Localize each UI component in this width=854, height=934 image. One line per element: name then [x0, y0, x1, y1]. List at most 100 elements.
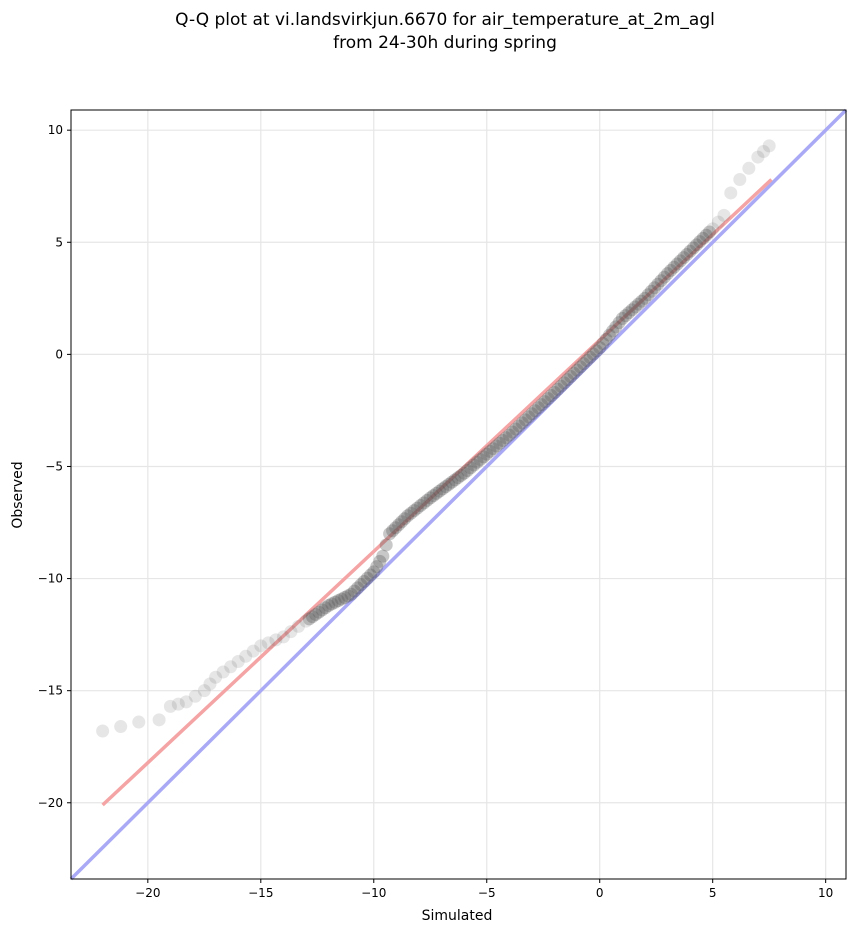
qq-point [631, 297, 645, 311]
qq-point [420, 493, 434, 507]
x-tick-label: 5 [709, 886, 717, 900]
qq-point [477, 450, 491, 464]
x-tick-label: 10 [818, 886, 833, 900]
qq-point [436, 482, 450, 496]
qq-point [638, 291, 652, 305]
qq-point [512, 419, 526, 433]
qq-point [696, 231, 710, 245]
y-tick-label: −15 [38, 684, 63, 698]
qq-point [583, 350, 597, 364]
qq-point [612, 316, 626, 330]
qq-point [470, 455, 484, 469]
qq-point [414, 499, 428, 513]
x-tick-label: −20 [135, 886, 160, 900]
y-axis-ticks: −20 −15 −10 −5 0 5 10 [38, 123, 71, 810]
qq-point [483, 444, 497, 458]
y-tick-label: −5 [45, 459, 63, 473]
qq-point [357, 574, 371, 588]
qq-point [448, 473, 462, 487]
grid-lines [71, 110, 846, 879]
qq-point [432, 484, 446, 498]
data-points [96, 139, 776, 738]
qq-point [312, 605, 326, 619]
qq-point [499, 431, 513, 445]
qq-point [269, 633, 283, 647]
qq-point [489, 439, 503, 453]
qq-point [179, 695, 193, 709]
qq-point [589, 344, 603, 358]
qq-point [690, 238, 704, 252]
qq-point [261, 636, 275, 650]
qq-point [305, 610, 319, 624]
qq-point [596, 336, 610, 350]
qq-point [599, 332, 613, 346]
qq-point [473, 453, 487, 467]
qq-point [531, 401, 545, 415]
qq-point [284, 625, 298, 639]
x-tick-label: −15 [248, 886, 273, 900]
qq-point [328, 595, 342, 609]
plot-area-frame [70, 109, 847, 880]
qq-point [673, 254, 687, 268]
qq-point [451, 471, 465, 485]
qq-point [515, 416, 529, 430]
qq-point [457, 466, 471, 480]
qq-point [163, 699, 177, 713]
qq-point [567, 366, 581, 380]
qq-point [347, 584, 361, 598]
qq-point [693, 235, 707, 249]
qq-point [152, 713, 166, 727]
qq-point [717, 208, 731, 222]
qq-point [467, 458, 481, 472]
qq-point [373, 554, 387, 568]
qq-point [383, 527, 397, 541]
qq-point [609, 320, 623, 334]
qq-point [528, 404, 542, 418]
qq-point [376, 549, 390, 563]
qq-point [464, 461, 478, 475]
qq-point [535, 398, 549, 412]
qq-point [386, 524, 400, 538]
identity-line [69, 108, 848, 881]
qq-point [404, 506, 418, 520]
qq-point [480, 447, 494, 461]
qq-point [509, 422, 523, 436]
qq-point [302, 612, 316, 626]
qq-point [351, 581, 365, 595]
x-tick-label: 0 [596, 886, 604, 900]
qq-point [573, 360, 587, 374]
x-axis-ticks: −20 −15 −10 −5 0 5 10 [135, 879, 833, 900]
chart-title-line-1: Q-Q plot at vi.landsvirkjun.6670 for air… [175, 10, 715, 30]
qq-point [593, 341, 607, 355]
qq-point [426, 489, 440, 503]
qq-point [724, 186, 738, 200]
y-tick-label: 0 [55, 347, 63, 361]
qq-point [580, 353, 594, 367]
qq-point [548, 385, 562, 399]
qq-point [619, 309, 633, 323]
qq-point [334, 592, 348, 606]
qq-point [114, 720, 128, 734]
qq-point [460, 463, 474, 477]
qq-point [560, 373, 574, 387]
qq-point [625, 303, 639, 317]
qq-point [622, 306, 636, 320]
qq-point [96, 724, 110, 738]
qq-point [398, 512, 412, 526]
qq-point [657, 270, 671, 284]
qq-point [325, 597, 339, 611]
y-tick-label: 10 [48, 123, 63, 137]
qq-point [757, 144, 771, 158]
qq-point [742, 161, 756, 175]
qq-point [641, 288, 655, 302]
qq-point [554, 379, 568, 393]
qq-point [132, 715, 146, 729]
qq-point [239, 649, 253, 663]
qq-point [417, 496, 431, 510]
qq-point [486, 442, 500, 456]
qq-point [702, 225, 716, 239]
qq-point [602, 328, 616, 342]
qq-point [454, 468, 468, 482]
qq-point [615, 312, 629, 326]
